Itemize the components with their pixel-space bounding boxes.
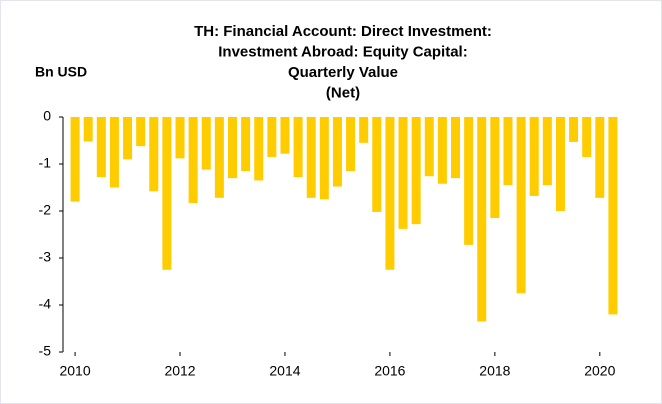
bar [227, 117, 237, 179]
bar [201, 117, 211, 170]
bar [241, 117, 251, 172]
bar [385, 117, 395, 270]
bar [516, 117, 526, 294]
y-axis-unit: Bn USD [35, 64, 87, 80]
bar [83, 117, 93, 142]
bar [542, 117, 552, 186]
chart-title: TH: Financial Account: Direct Investment… [194, 23, 492, 40]
bar [162, 117, 172, 270]
bar [595, 117, 605, 198]
bar [437, 117, 447, 184]
bar [529, 117, 539, 196]
bar [280, 117, 290, 154]
bar [346, 117, 356, 172]
bar [424, 117, 434, 177]
x-tick-label: 2020 [584, 363, 615, 379]
chart-title: Quarterly Value [288, 64, 398, 81]
bar [569, 117, 579, 142]
bar [503, 117, 513, 186]
bar [477, 117, 487, 322]
chart-title: Investment Abroad: Equity Capital: [218, 43, 467, 60]
y-tick-label: -2 [39, 202, 52, 218]
bar [398, 117, 408, 229]
bar [136, 117, 146, 147]
bar [123, 117, 133, 160]
bar [582, 117, 592, 157]
x-tick-label: 2012 [164, 363, 195, 379]
bar [149, 117, 159, 192]
bar [490, 117, 500, 219]
bar [319, 117, 329, 200]
bar [70, 117, 80, 202]
y-tick-label: -3 [39, 249, 52, 265]
bar [608, 117, 618, 315]
bar [188, 117, 198, 204]
bar [293, 117, 303, 178]
bar [555, 117, 565, 211]
x-tick-label: 2016 [374, 363, 405, 379]
chart-title: (Net) [326, 84, 360, 101]
bar [411, 117, 421, 225]
bar [451, 117, 461, 179]
bar [109, 117, 119, 188]
bar [359, 117, 369, 143]
bar [175, 117, 185, 159]
bar [372, 117, 382, 212]
y-tick-label: 0 [43, 108, 51, 124]
x-tick-label: 2018 [479, 363, 510, 379]
bar [267, 117, 277, 157]
x-tick-label: 2014 [269, 363, 300, 379]
y-tick-label: -5 [39, 343, 52, 359]
bar [254, 117, 264, 181]
bar [214, 117, 224, 198]
y-tick-label: -4 [39, 296, 52, 312]
x-tick-label: 2010 [59, 363, 90, 379]
bar [464, 117, 474, 245]
bar [96, 117, 106, 178]
bar [332, 117, 342, 187]
y-tick-label: -1 [39, 155, 52, 171]
bar [306, 117, 316, 198]
